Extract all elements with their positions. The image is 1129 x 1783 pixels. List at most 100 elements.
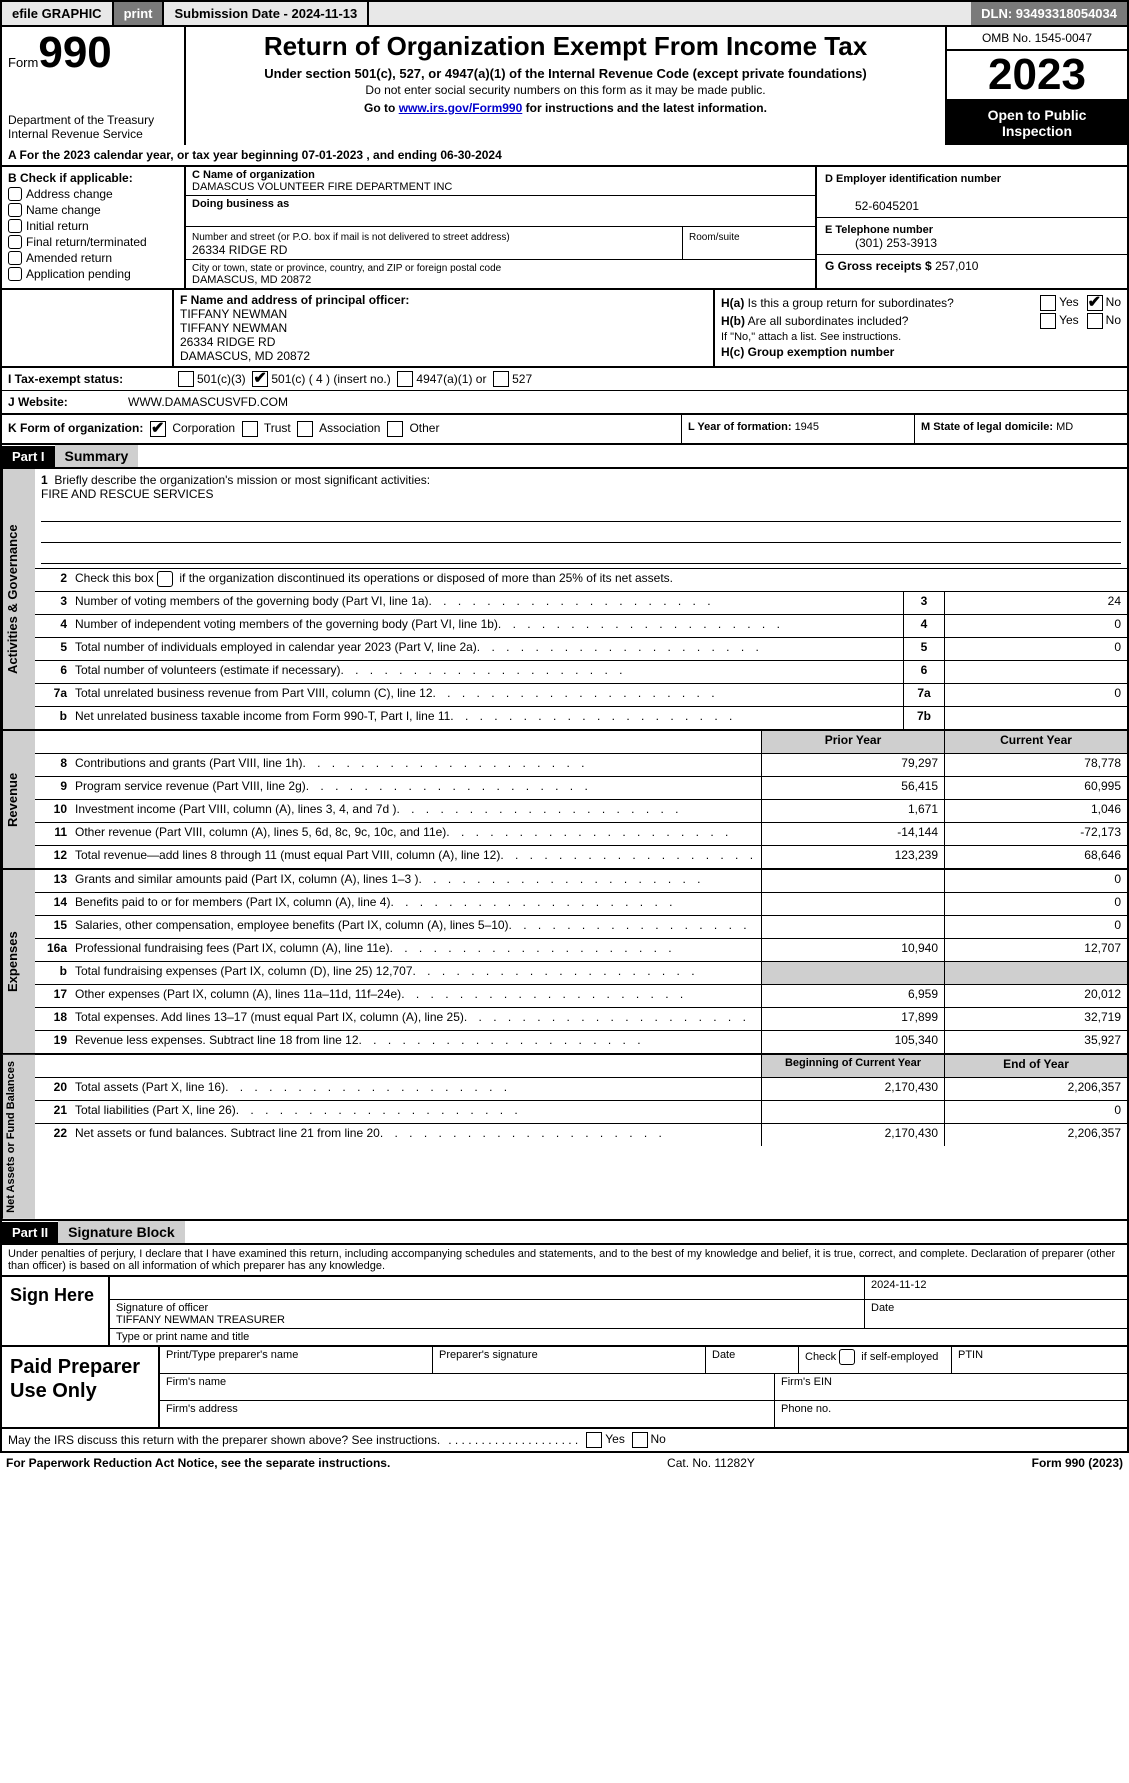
checkbox[interactable] <box>8 219 22 233</box>
sign-block: Sign Here 2024-11-12 Signature of office… <box>0 1275 1129 1347</box>
gross-receipts: 257,010 <box>935 259 978 273</box>
sig-date: 2024-11-12 <box>865 1277 1127 1299</box>
self-emp-checkbox[interactable] <box>839 1349 855 1365</box>
form-note: Do not enter social security numbers on … <box>194 83 937 97</box>
table-row: 12Total revenue—add lines 8 through 11 (… <box>35 846 1127 868</box>
table-row: 3Number of voting members of the governi… <box>35 592 1127 615</box>
officer-row: F Name and address of principal officer:… <box>0 290 1129 368</box>
officer-name: TIFFANY NEWMAN TREASURER <box>116 1314 285 1326</box>
goto-line: Go to www.irs.gov/Form990 for instructio… <box>194 101 937 115</box>
efile-btn[interactable]: efile GRAPHIC <box>2 2 114 25</box>
discontinued-checkbox[interactable] <box>157 571 173 587</box>
ha-no-checkbox[interactable] <box>1087 295 1103 311</box>
side-exp: Expenses <box>2 870 35 1053</box>
assoc-checkbox[interactable] <box>297 421 313 437</box>
part1-header: Part I Summary <box>0 445 1129 469</box>
checkbox[interactable] <box>8 235 22 249</box>
other-checkbox[interactable] <box>387 421 403 437</box>
table-row: 15Salaries, other compensation, employee… <box>35 916 1127 939</box>
rev-section: Revenue Prior YearCurrent Year 8Contribu… <box>0 731 1129 870</box>
top-bar: efile GRAPHIC print Submission Date - 20… <box>0 0 1129 27</box>
hb-no-checkbox[interactable] <box>1087 313 1103 329</box>
org-city: DAMASCUS, MD 20872 <box>192 274 311 286</box>
col-b-items: Address changeName changeInitial returnF… <box>8 187 178 281</box>
table-row: 6Total number of volunteers (estimate if… <box>35 661 1127 684</box>
side-rev: Revenue <box>2 731 35 868</box>
may-yes-checkbox[interactable] <box>586 1432 602 1448</box>
net-rows: 20Total assets (Part X, line 16). . . . … <box>35 1078 1127 1146</box>
table-row: 21Total liabilities (Part X, line 26). .… <box>35 1101 1127 1124</box>
form-subtitle: Under section 501(c), 527, or 4947(a)(1)… <box>194 66 937 81</box>
footer: For Paperwork Reduction Act Notice, see … <box>0 1452 1129 1473</box>
mission: FIRE AND RESCUE SERVICES <box>41 487 214 501</box>
hb-yes-checkbox[interactable] <box>1040 313 1056 329</box>
527-checkbox[interactable] <box>493 371 509 387</box>
checkbox[interactable] <box>8 203 22 217</box>
line-i: I Tax-exempt status: 501(c)(3) 501(c) ( … <box>0 368 1129 391</box>
preparer-block: Paid Preparer Use Only Print/Type prepar… <box>0 1347 1129 1429</box>
table-row: 5Total number of individuals employed in… <box>35 638 1127 661</box>
line-j: J Website: WWW.DAMASCUSVFD.COM <box>0 391 1129 415</box>
checkbox[interactable] <box>8 267 22 281</box>
side-gov: Activities & Governance <box>2 469 35 729</box>
table-row: 4Number of independent voting members of… <box>35 615 1127 638</box>
trust-checkbox[interactable] <box>242 421 258 437</box>
table-row: 22Net assets or fund balances. Subtract … <box>35 1124 1127 1146</box>
org-street: 26334 RIDGE RD <box>192 243 287 257</box>
table-row: 20Total assets (Part X, line 16). . . . … <box>35 1078 1127 1101</box>
website: WWW.DAMASCUSVFD.COM <box>128 395 288 409</box>
checkbox[interactable] <box>8 187 22 201</box>
state-domicile: MD <box>1056 421 1073 433</box>
year-formation: 1945 <box>795 421 819 433</box>
table-row: 11Other revenue (Part VIII, column (A), … <box>35 823 1127 846</box>
line-a: A For the 2023 calendar year, or tax yea… <box>0 145 1129 167</box>
corp-checkbox[interactable] <box>150 421 166 437</box>
4947-checkbox[interactable] <box>397 371 413 387</box>
table-row: 18Total expenses. Add lines 13–17 (must … <box>35 1008 1127 1031</box>
submission-date: Submission Date - 2024-11-13 <box>164 2 369 25</box>
table-row: 16aProfessional fundraising fees (Part I… <box>35 939 1127 962</box>
table-row: bNet unrelated business taxable income f… <box>35 707 1127 729</box>
table-row: 10Investment income (Part VIII, column (… <box>35 800 1127 823</box>
501c-checkbox[interactable] <box>252 371 268 387</box>
table-row: 19Revenue less expenses. Subtract line 1… <box>35 1031 1127 1053</box>
instructions-link[interactable]: www.irs.gov/Form990 <box>399 101 523 115</box>
form-number: Form990 <box>8 31 178 75</box>
entity-block: B Check if applicable: Address changeNam… <box>0 167 1129 290</box>
dept-label: Department of the Treasury Internal Reve… <box>8 113 178 142</box>
form-header: Form990 Department of the Treasury Inter… <box>0 27 1129 145</box>
gov-section: Activities & Governance 1 Briefly descri… <box>0 469 1129 731</box>
ein: 52-6045201 <box>825 199 919 213</box>
table-row: 17Other expenses (Part IX, column (A), l… <box>35 985 1127 1008</box>
table-row: 8Contributions and grants (Part VIII, li… <box>35 754 1127 777</box>
col-c: C Name of organizationDAMASCUS VOLUNTEER… <box>186 167 817 288</box>
principal-officer: TIFFANY NEWMAN TIFFANY NEWMAN 26334 RIDG… <box>180 307 310 363</box>
form-title: Return of Organization Exempt From Incom… <box>194 31 937 62</box>
may-discuss: May the IRS discuss this return with the… <box>0 1429 1129 1452</box>
org-name: DAMASCUS VOLUNTEER FIRE DEPARTMENT INC <box>192 181 452 193</box>
exp-section: Expenses 13Grants and similar amounts pa… <box>0 870 1129 1055</box>
omb-number: OMB No. 1545-0047 <box>947 27 1127 51</box>
open-public-badge: Open to Public Inspection <box>947 101 1127 145</box>
table-row: 7aTotal unrelated business revenue from … <box>35 684 1127 707</box>
table-row: bTotal fundraising expenses (Part IX, co… <box>35 962 1127 985</box>
501c3-checkbox[interactable] <box>178 371 194 387</box>
table-row: 14Benefits paid to or for members (Part … <box>35 893 1127 916</box>
side-net: Net Assets or Fund Balances <box>2 1055 35 1219</box>
table-row: 9Program service revenue (Part VIII, lin… <box>35 777 1127 800</box>
exp-rows: 13Grants and similar amounts paid (Part … <box>35 870 1127 1053</box>
tax-year: 2023 <box>947 51 1127 101</box>
gov-rows: 3Number of voting members of the governi… <box>35 592 1127 729</box>
col-d: D Employer identification number52-60452… <box>817 167 1127 288</box>
may-no-checkbox[interactable] <box>632 1432 648 1448</box>
print-btn[interactable]: print <box>114 2 165 25</box>
line-k: K Form of organization: Corporation Trus… <box>0 415 1129 445</box>
perjury-text: Under penalties of perjury, I declare th… <box>0 1245 1129 1275</box>
phone: (301) 253-3913 <box>825 236 937 250</box>
dln: DLN: 93493318054034 <box>971 2 1127 25</box>
ha-yes-checkbox[interactable] <box>1040 295 1056 311</box>
rev-rows: 8Contributions and grants (Part VIII, li… <box>35 754 1127 868</box>
part2-header: Part II Signature Block <box>0 1221 1129 1245</box>
checkbox[interactable] <box>8 251 22 265</box>
table-row: 13Grants and similar amounts paid (Part … <box>35 870 1127 893</box>
